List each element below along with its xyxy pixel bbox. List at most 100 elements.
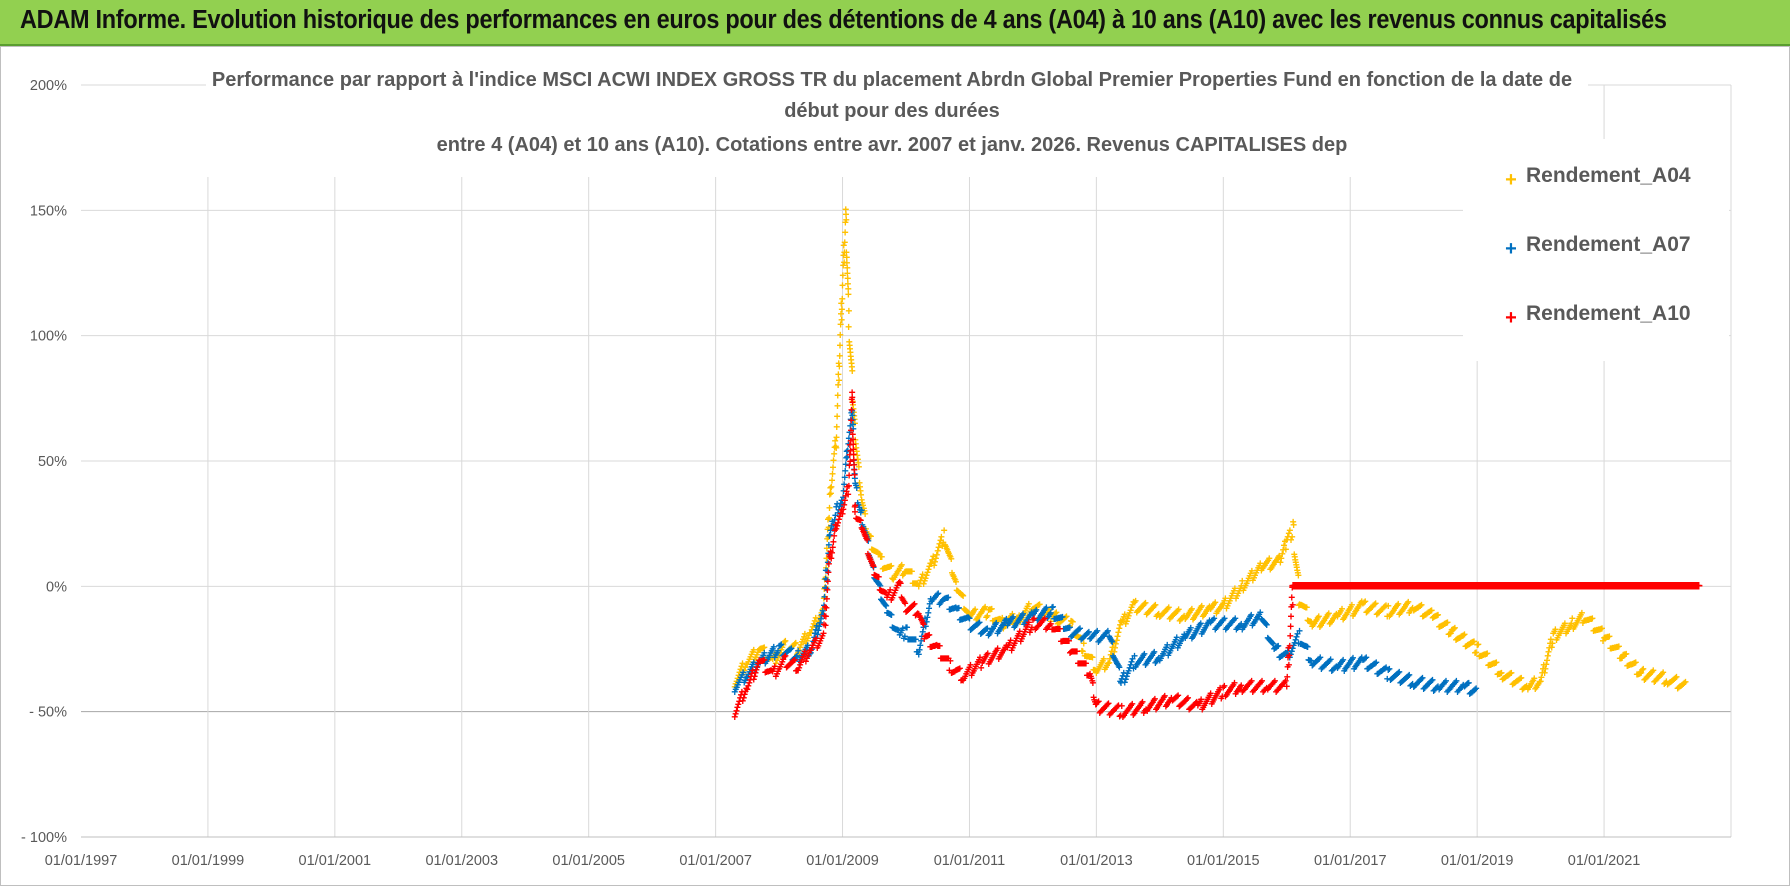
scatter-point: + — [878, 594, 885, 608]
scatter-point: + — [1516, 673, 1523, 687]
scatter-point: + — [891, 571, 898, 585]
scatter-point: + — [1014, 610, 1021, 624]
scatter-point: + — [1605, 630, 1612, 644]
scatter-point: + — [734, 678, 741, 692]
scatter-point: + — [1399, 603, 1406, 617]
scatter-point: + — [1577, 608, 1584, 622]
scatter-point: + — [1677, 679, 1684, 693]
y-tick-label: 200% — [30, 78, 67, 94]
scatter-point: + — [823, 573, 830, 587]
scatter-point: + — [1055, 616, 1062, 630]
scatter-point: + — [879, 595, 886, 609]
scatter-point: + — [1306, 614, 1313, 628]
scatter-point: + — [753, 648, 760, 662]
scatter-point: + — [817, 612, 824, 626]
scatter-point: + — [1100, 652, 1107, 666]
scatter-point: + — [1668, 674, 1675, 688]
scatter-point: + — [1642, 672, 1649, 686]
scatter-point: + — [955, 585, 962, 599]
scatter-point: + — [1295, 598, 1302, 612]
scatter-point: + — [948, 566, 955, 580]
scatter-point: + — [920, 577, 927, 591]
scatter-point: + — [1475, 638, 1482, 652]
scatter-point: + — [1657, 668, 1664, 682]
scatter-point: + — [864, 528, 871, 542]
scatter-point: + — [1204, 603, 1211, 617]
scatter-point: + — [1293, 558, 1300, 572]
scatter-point: + — [1528, 677, 1535, 691]
scatter-point: + — [806, 626, 813, 640]
scatter-point: + — [859, 518, 866, 532]
scatter-point: + — [1101, 663, 1108, 677]
scatter-point: + — [1246, 569, 1253, 583]
scatter-point: + — [1126, 606, 1133, 620]
scatter-point: + — [776, 639, 783, 653]
scatter-point: + — [880, 562, 887, 576]
scatter-point: + — [859, 496, 866, 510]
scatter-point: + — [1547, 637, 1554, 651]
scatter-point: + — [1223, 602, 1230, 616]
scatter-point: + — [952, 575, 959, 589]
scatter-point: + — [1386, 610, 1393, 624]
scatter-point: + — [1063, 610, 1070, 624]
scatter-point: + — [1330, 612, 1337, 626]
scatter-point: + — [836, 500, 843, 514]
scatter-point: + — [902, 620, 909, 634]
scatter-point: + — [1539, 666, 1546, 680]
scatter-point: + — [847, 419, 854, 433]
scatter-point: + — [1454, 632, 1461, 646]
scatter-point: + — [1437, 619, 1444, 633]
scatter-point: + — [1089, 650, 1096, 664]
scatter-point: + — [837, 318, 844, 332]
chart-title-line-3: entre 4 (A04) et 10 ans (A10). Cotations… — [437, 134, 1348, 156]
scatter-point: + — [791, 637, 798, 651]
scatter-point: + — [862, 507, 869, 521]
scatter-point: + — [1141, 597, 1148, 611]
scatter-point: + — [853, 445, 860, 459]
scatter-point: + — [1116, 622, 1123, 636]
scatter-point: + — [1335, 608, 1342, 622]
scatter-point: + — [1656, 669, 1663, 683]
scatter-point: + — [1070, 628, 1077, 642]
scatter-point: + — [856, 503, 863, 517]
scatter-point: + — [1616, 652, 1623, 666]
scatter-point: + — [828, 519, 835, 533]
scatter-point: + — [1028, 603, 1035, 617]
scatter-point: + — [900, 567, 907, 581]
scatter-point: + — [1305, 614, 1312, 628]
scatter-point: + — [1181, 609, 1188, 623]
scatter-point: + — [826, 511, 833, 525]
scatter-point: + — [1206, 600, 1213, 614]
scatter-point: + — [1018, 613, 1025, 627]
scatter-point: + — [823, 542, 830, 556]
scatter-point: + — [1417, 599, 1424, 613]
scatter-point: + — [1278, 551, 1285, 565]
scatter-point: + — [1128, 601, 1135, 615]
scatter-point: + — [824, 564, 831, 578]
scatter-point: + — [863, 528, 870, 542]
scatter-point: + — [770, 649, 777, 663]
scatter-point: + — [1658, 667, 1665, 681]
scatter-point: + — [963, 604, 970, 618]
scatter-point: + — [840, 259, 847, 273]
scatter-point: + — [872, 573, 879, 587]
scatter-point: + — [782, 634, 789, 648]
y-tick-label: - 100% — [21, 830, 67, 846]
scatter-point: + — [1370, 599, 1377, 613]
scatter-point: + — [875, 570, 882, 584]
scatter-point: + — [845, 304, 852, 318]
scatter-point: + — [911, 577, 918, 591]
scatter-point: + — [1144, 606, 1151, 620]
scatter-point: + — [1611, 641, 1618, 655]
scatter-point: + — [875, 577, 882, 591]
scatter-point: + — [1409, 601, 1416, 615]
scatter-point: + — [843, 451, 850, 465]
scatter-point: + — [821, 581, 828, 595]
scatter-point: + — [1512, 675, 1519, 689]
scatter-point: + — [872, 545, 879, 559]
scatter-point: + — [960, 589, 967, 603]
scatter-point: + — [846, 338, 853, 352]
scatter-point: + — [1263, 618, 1270, 632]
scatter-point: + — [777, 646, 784, 660]
scatter-point: + — [1082, 649, 1089, 663]
